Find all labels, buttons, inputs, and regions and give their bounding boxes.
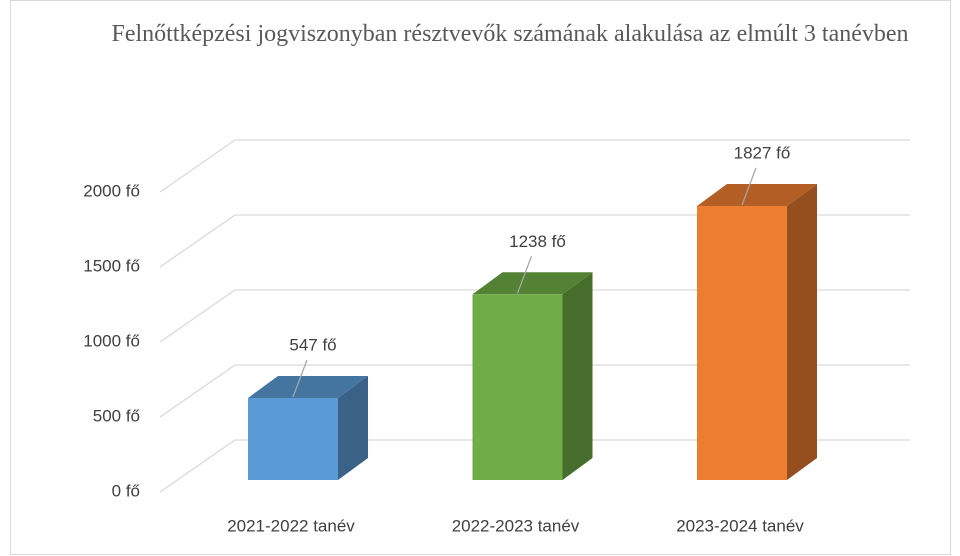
x-tick-label: 2023-2024 tanév <box>676 516 804 535</box>
bar <box>248 397 338 480</box>
bar-side <box>338 375 368 480</box>
data-label: 1827 fő <box>734 143 791 162</box>
label-leader <box>516 256 533 294</box>
grid-line <box>159 439 910 493</box>
bar-top <box>248 375 368 398</box>
x-tick-label: 2021-2022 tanév <box>227 516 355 535</box>
bar <box>697 205 787 480</box>
bar <box>472 294 563 480</box>
chart-title: Felnőttképzési jogviszonyban résztvevők … <box>111 21 909 47</box>
grid-line <box>159 139 910 193</box>
data-label: 1238 fő <box>509 232 566 251</box>
chart-border <box>10 0 951 555</box>
data-label: 547 fő <box>289 335 336 354</box>
y-tick-label: 2000 fő <box>83 181 140 200</box>
x-tick-label: 2022-2023 tanév <box>452 516 580 535</box>
bar-side <box>787 183 817 480</box>
y-tick-label: 0 fő <box>112 481 140 500</box>
bar-top <box>472 272 593 295</box>
label-leader <box>292 359 308 398</box>
grid-line <box>159 289 910 343</box>
grid-line <box>159 214 910 268</box>
grid-line <box>159 364 910 418</box>
y-tick-label: 500 fő <box>93 406 140 425</box>
y-tick-label: 1500 fő <box>83 256 140 275</box>
bar-side <box>562 272 593 480</box>
y-tick-label: 1000 fő <box>83 331 140 350</box>
bar-top <box>697 183 817 206</box>
label-leader <box>741 167 757 206</box>
